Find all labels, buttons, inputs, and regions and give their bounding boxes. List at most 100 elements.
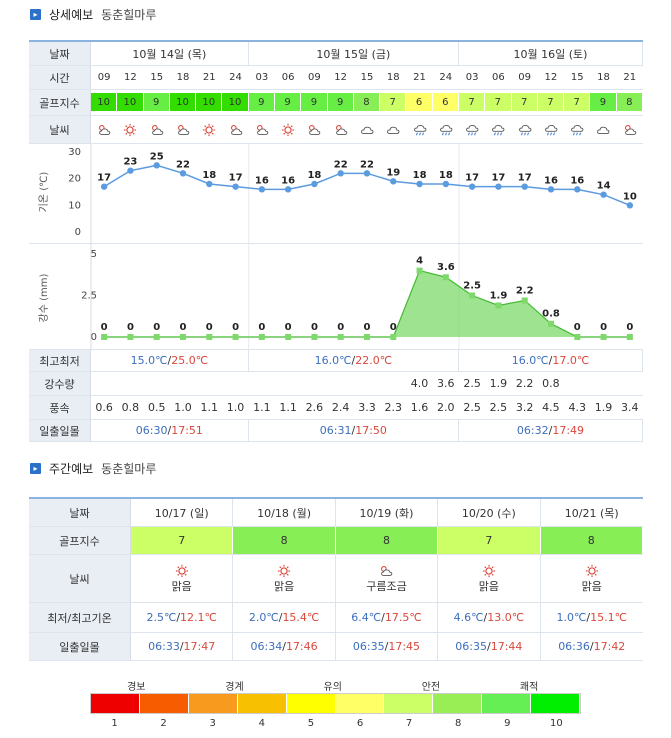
rain-amount-cell [617, 372, 643, 395]
legend-color-swatch [286, 694, 336, 713]
temperature-point [100, 183, 108, 190]
legend-label: 쾌적 [519, 682, 539, 693]
golf-index-cell: 10 [117, 93, 144, 111]
weekly-temp-cell: 2.0℃/15.4℃ [233, 603, 336, 632]
rain-amount-cell [196, 372, 222, 395]
rain-amount-cell [144, 372, 170, 395]
rain-value-label: 0 [206, 322, 213, 333]
weather-icon-cells [91, 116, 643, 143]
temperature-value-label: 22 [176, 159, 190, 170]
wind-cell: 0.5 [147, 401, 166, 414]
min-temp: 2.0℃ [248, 611, 279, 624]
max-temp: 25.0℃ [171, 354, 209, 367]
rain-point [101, 334, 108, 340]
table-top-border [29, 40, 643, 42]
rain-value-label: 0 [232, 322, 239, 333]
golf-index-cell: 8 [616, 93, 643, 111]
golf-index-cell: 8 [353, 93, 381, 111]
wind-cell: 3.3 [358, 401, 376, 414]
time-cells: 09 12 15 18 21 24 03 06 09 12 15 18 21 24 03 06 09 12 15 18… [91, 66, 643, 89]
weekly-temp-header: 최저/최고기온 [29, 603, 131, 632]
max-temp: 17.5℃ [384, 611, 422, 624]
separator: / [167, 354, 172, 367]
rain-amount-cell: 3.6 [437, 377, 455, 390]
rain-tick-label: 2.5 [81, 291, 97, 302]
temperature-point [626, 202, 634, 209]
temperature-point [153, 162, 160, 169]
rain-point [337, 334, 344, 340]
rain-amount-cell: 4.0 [410, 377, 429, 390]
temperature-point [127, 167, 134, 174]
min-temp: 16.0℃ [314, 354, 352, 367]
sunrise-sunset-cells: 06:30/17:51 06:31/17:50 06:32/17:49 [91, 420, 643, 441]
legend-number: 7 [405, 718, 413, 729]
rain-icon [438, 123, 454, 137]
weather-cell [485, 116, 511, 143]
legend-color-swatch [433, 694, 483, 713]
temperature-value-label: 17 [229, 173, 243, 184]
weather-cell [328, 116, 354, 143]
rain-point [364, 334, 370, 340]
golf-index-cell: 10 [222, 93, 249, 111]
temperature-point [521, 183, 528, 190]
temperature-point [232, 183, 239, 190]
sun-icon [201, 123, 217, 137]
weekly-weather-text: 맑음 [171, 579, 192, 593]
wind-cell: 2.4 [331, 401, 350, 414]
golf-index-cell: 10 [169, 93, 197, 111]
rain-icon [464, 123, 480, 137]
sun-icon [276, 564, 292, 578]
golf-index-cells: 10 10 9 10 10 10 9 9 9 9 8 7 6 6 7 7 7 7 7 9 8 [91, 90, 643, 115]
rain-point [626, 334, 633, 340]
date-cell: 10월 15일 (금) [249, 42, 459, 65]
rain-point [521, 297, 528, 304]
rain-icon [490, 123, 506, 137]
rain-amount-cell [301, 372, 327, 395]
temperature-chart: 기온 (℃) 30 20 10 0 17 23 25 22 18 17 16 16 18 22 22 19 18 1… [29, 144, 643, 244]
rain-amount-cell [222, 372, 248, 395]
partly-cloudy-icon [175, 123, 191, 137]
rain-value-label: 0 [311, 322, 318, 333]
sun-icon [481, 564, 497, 578]
weekly-temp-cell: 2.5℃/12.1℃ [131, 603, 234, 632]
sunset-time: 17:50 [355, 424, 387, 437]
sunrise-time: 06:32 [516, 424, 549, 437]
min-temp: 2.5℃ [146, 611, 177, 624]
rain-amount-cells: 4.0 3.6 2.5 1.9 2.2 0.8 [91, 372, 643, 395]
temperature-value-label: 25 [150, 151, 164, 162]
separator: / [548, 424, 553, 437]
partly-cloudy-icon [149, 123, 165, 137]
weekly-date-cell: 10/21 (목) [564, 506, 619, 520]
rain-icon [517, 123, 533, 137]
rain-amount-cell [328, 372, 354, 395]
temperature-point [179, 170, 187, 177]
weather-cell [433, 116, 459, 143]
legend-label: 안전 [421, 682, 441, 693]
weather-cell [354, 116, 380, 143]
sun-icon [584, 564, 600, 578]
minmax-header: 최고최저 [29, 350, 91, 371]
rain-point [180, 334, 186, 340]
temperature-value-label: 17 [465, 173, 479, 184]
weekly-temp-cell: 4.6℃/13.0℃ [438, 603, 541, 632]
wind-cell: 2.5 [489, 401, 508, 414]
minmax-cell: 16.0℃/22.0℃ [249, 350, 459, 371]
weekly-weather-cell: 구름조금 [336, 555, 439, 602]
weather-cell [91, 116, 117, 143]
time-cell: 12 [334, 72, 348, 83]
sun-icon [122, 123, 138, 137]
rain-point [416, 267, 423, 274]
legend-number: 1 [111, 718, 118, 729]
legend-label: 경보 [127, 682, 146, 693]
weather-cell [512, 116, 538, 143]
date-cell: 10월 16일 (토) [459, 42, 643, 65]
weather-cell [617, 116, 643, 143]
legend-color-swatch [188, 694, 238, 713]
wind-cell: 2.3 [384, 401, 402, 414]
detail-title: 상세예보 [49, 7, 94, 22]
weather-cell [170, 116, 196, 143]
sunrise-sunset-row: 일출일몰 06:30/17:51 06:31/17:50 06:32/17:49 [29, 420, 643, 442]
min-temp: 1.0℃ [556, 611, 587, 624]
rain-value-label: 0 [153, 322, 160, 333]
partly-cloudy-icon [378, 564, 394, 578]
